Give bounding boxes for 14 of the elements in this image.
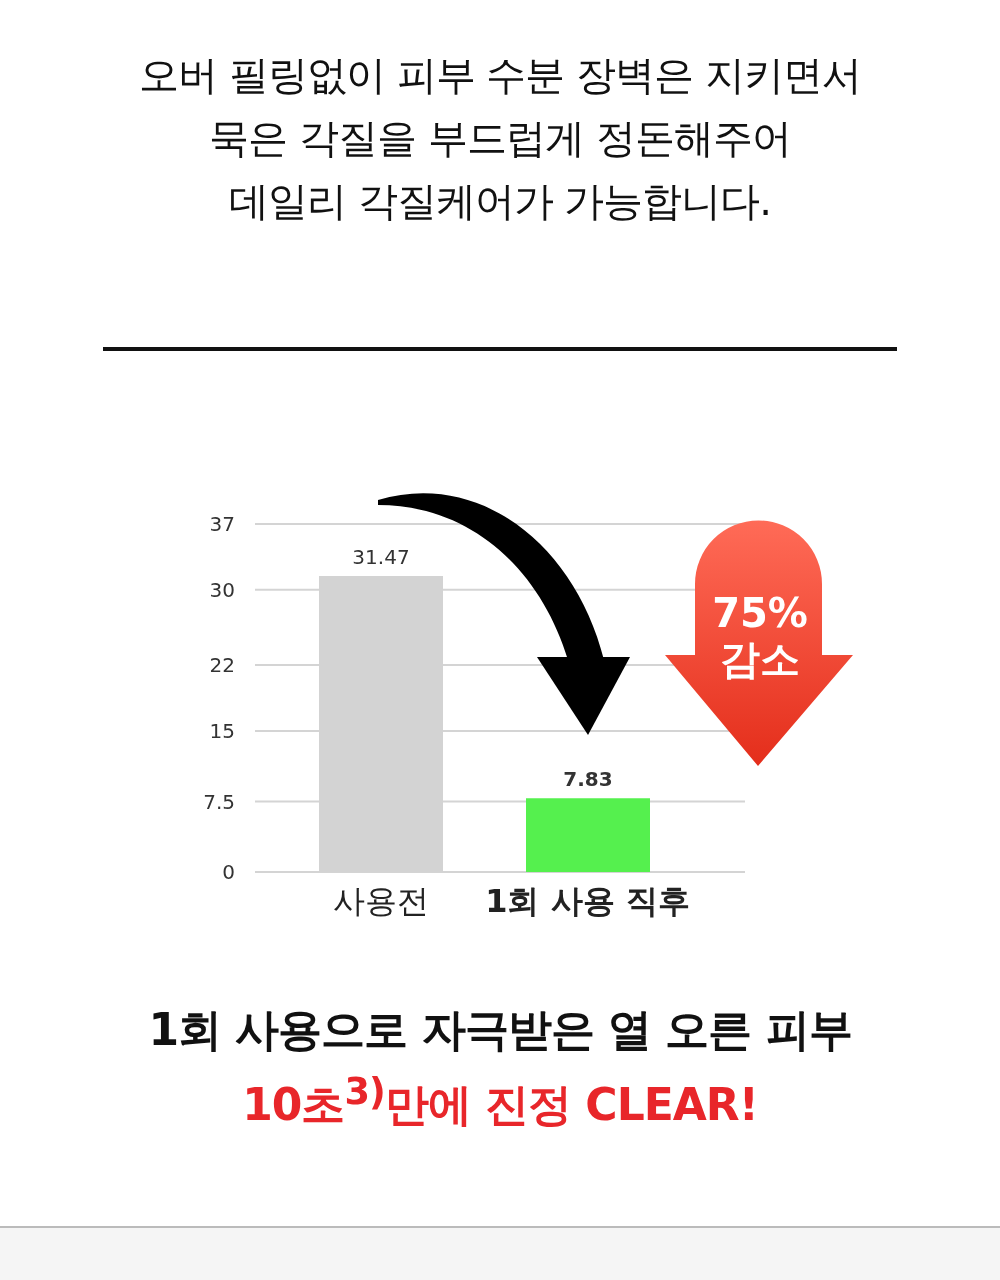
chart-title: 오버 필링없이 피부 수분 장벽은 지키면서 묵은 각질을 부드럽게 정돈해주어 데일리 각질케어가 가능합니다.: [138, 51, 862, 226]
y-tick-label: 7.5: [203, 789, 235, 814]
data-label: 31.47: [352, 545, 410, 570]
y-tick-label: 22: [209, 653, 235, 678]
annotation: 75% 감소: [711, 590, 809, 682]
x-tick-label: 1회 사용 직후: [485, 882, 690, 920]
x-tick-label: 사용전: [332, 882, 429, 920]
y-tick-label: 37: [209, 512, 235, 537]
y-tick-label: 0: [222, 860, 235, 885]
data-label: 7.83: [563, 767, 613, 792]
text: 1회 사용으로 자극받은 열 오른 피부: [147, 1003, 853, 1057]
text: 10초$^{3)}$만에 진정 CLEAR!: [241, 1069, 759, 1132]
y-tick-label: 15: [209, 719, 235, 744]
y-tick-label: 30: [209, 577, 235, 602]
